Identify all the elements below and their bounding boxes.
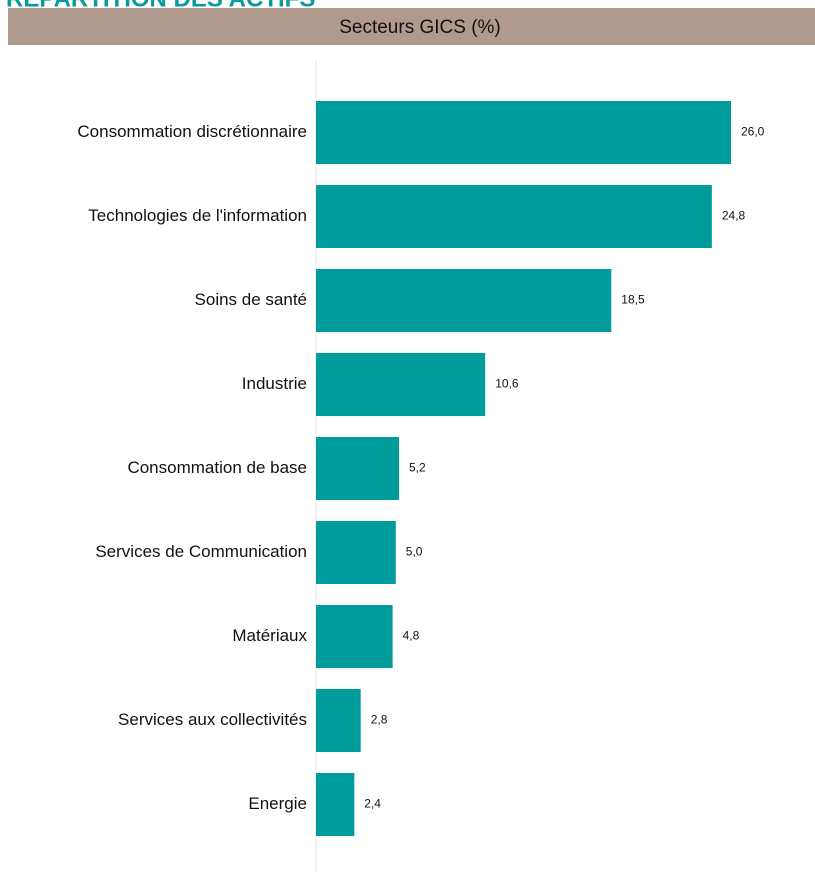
y-tick-label: Soins de santé: [195, 290, 307, 309]
data-label: 10,6: [495, 377, 519, 391]
bar: [316, 605, 393, 668]
y-tick-label: Consommation de base: [127, 458, 307, 477]
data-label: 5,0: [406, 545, 423, 559]
bar: [316, 437, 399, 500]
bar: [316, 521, 396, 584]
title-band: [8, 8, 815, 45]
bar: [316, 773, 355, 836]
bar: [316, 689, 361, 752]
y-tick-label: Technologies de l'information: [88, 206, 307, 225]
bar: [316, 353, 486, 416]
data-label: 5,2: [409, 461, 426, 475]
y-tick-label: Industrie: [242, 374, 307, 393]
bar: [316, 185, 712, 248]
data-label: 18,5: [621, 293, 645, 307]
bar: [316, 269, 612, 332]
y-tick-label: Consommation discrétionnaire: [77, 122, 307, 141]
data-label: 24,8: [722, 209, 746, 223]
chart-title: Secteurs GICS (%): [339, 17, 501, 38]
y-tick-label: Matériaux: [232, 626, 307, 645]
data-label: 2,4: [364, 797, 381, 811]
y-tick-label: Services de Communication: [95, 542, 307, 561]
y-tick-label: Energie: [248, 794, 307, 813]
y-tick-label: Services aux collectivités: [118, 710, 307, 729]
data-label: 26,0: [741, 125, 765, 139]
data-label: 2,8: [371, 713, 388, 727]
data-label: 4,8: [403, 629, 420, 643]
bar: [316, 101, 731, 164]
